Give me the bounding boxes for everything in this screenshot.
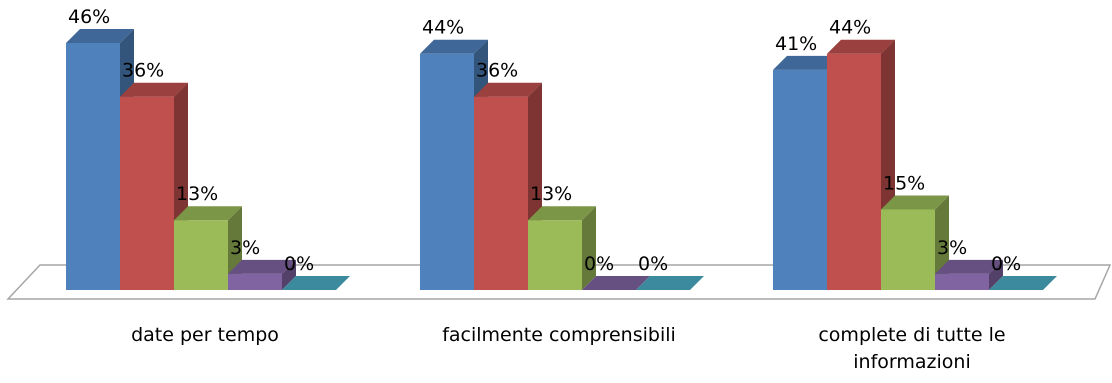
bar-0-2 (174, 206, 242, 290)
category-labels-layer: date per tempo facilmente comprensibili co… (131, 324, 1006, 373)
bar-top (66, 29, 134, 43)
bar-front (881, 209, 935, 290)
bar-1-1 (474, 82, 542, 291)
bar-side (282, 259, 296, 290)
value-label: 0% (638, 253, 668, 275)
category-label: date per tempo (131, 324, 279, 346)
category-label: facilmente comprensibili (442, 324, 676, 346)
category-label: informazioni (853, 351, 970, 373)
bars-layer (66, 29, 1057, 291)
bar-front (228, 273, 282, 290)
bar-top (120, 82, 188, 97)
value-label: 13% (176, 183, 218, 205)
bar-top (935, 259, 1003, 274)
bar-1-3 (582, 276, 650, 290)
bar-top (474, 82, 542, 97)
category-label: complete di tutte le (818, 324, 1005, 346)
bar-front (528, 220, 582, 290)
value-label: 0% (991, 253, 1021, 275)
bar-side (582, 206, 596, 290)
value-label: 13% (530, 183, 572, 205)
value-label: 46% (68, 6, 110, 28)
bar-1-4 (636, 276, 704, 290)
bar-2-4 (989, 276, 1057, 290)
bar-side (989, 259, 1003, 290)
bar-front (935, 273, 989, 290)
bar-1-2 (528, 206, 596, 290)
bar-front (827, 53, 881, 290)
value-label: 0% (584, 253, 614, 275)
value-label: 44% (829, 17, 871, 39)
bar-front (120, 96, 174, 291)
value-label: 0% (284, 253, 314, 275)
value-label: 15% (883, 172, 925, 194)
value-label: 36% (122, 60, 164, 82)
bar-front (174, 220, 228, 290)
bar-0-3 (228, 259, 296, 290)
bar-top (582, 276, 650, 290)
bar-top (228, 259, 296, 274)
value-label: 44% (422, 17, 464, 39)
bar-top (174, 206, 242, 221)
value-label: 36% (476, 60, 518, 82)
bar-front (66, 43, 120, 290)
value-label: 3% (230, 237, 260, 259)
bar-top (528, 206, 596, 221)
value-label: 41% (775, 33, 817, 55)
bar-2-3 (935, 259, 1003, 290)
bar-front (474, 96, 528, 291)
bar-top (827, 39, 895, 54)
bar-top (989, 276, 1057, 290)
bar-top (881, 195, 949, 210)
bar-front (420, 53, 474, 290)
bar-top (636, 276, 704, 290)
bar-top (420, 39, 488, 54)
bar-front (773, 69, 827, 290)
bar-2-1 (827, 39, 895, 290)
bar-0-4 (282, 276, 350, 290)
bar-top (282, 276, 350, 290)
bar-top (773, 55, 841, 70)
value-labels-layer: 46% 36% 13% 3% 0% 44% 36% 13% 0% 0% 41% 44% 15% 3% 0% (68, 6, 1021, 275)
value-label: 3% (937, 237, 967, 259)
